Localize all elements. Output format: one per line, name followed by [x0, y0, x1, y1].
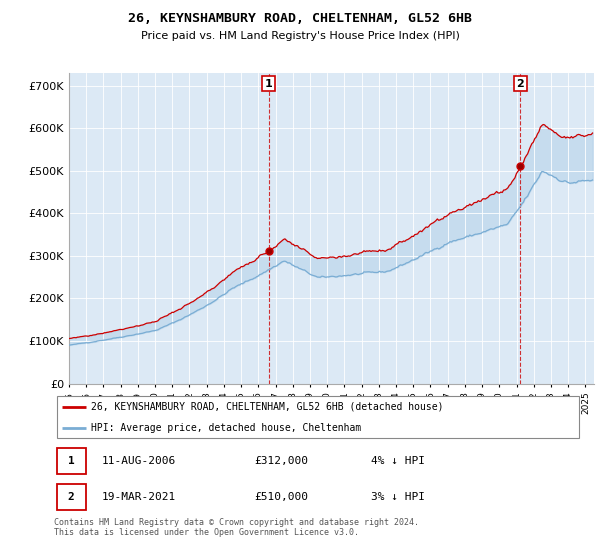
Text: 2: 2: [68, 492, 74, 502]
Text: 26, KEYNSHAMBURY ROAD, CHELTENHAM, GL52 6HB: 26, KEYNSHAMBURY ROAD, CHELTENHAM, GL52 …: [128, 12, 472, 25]
Text: Contains HM Land Registry data © Crown copyright and database right 2024.
This d: Contains HM Land Registry data © Crown c…: [54, 518, 419, 538]
FancyBboxPatch shape: [56, 484, 86, 510]
Text: 26, KEYNSHAMBURY ROAD, CHELTENHAM, GL52 6HB (detached house): 26, KEYNSHAMBURY ROAD, CHELTENHAM, GL52 …: [91, 402, 443, 412]
Text: Price paid vs. HM Land Registry's House Price Index (HPI): Price paid vs. HM Land Registry's House …: [140, 31, 460, 41]
Text: HPI: Average price, detached house, Cheltenham: HPI: Average price, detached house, Chel…: [91, 423, 361, 433]
Text: 1: 1: [68, 456, 74, 466]
Text: 2: 2: [516, 78, 524, 88]
FancyBboxPatch shape: [56, 395, 580, 438]
Text: 3% ↓ HPI: 3% ↓ HPI: [371, 492, 425, 502]
Text: 1: 1: [265, 78, 273, 88]
FancyBboxPatch shape: [56, 448, 86, 474]
Text: £510,000: £510,000: [254, 492, 308, 502]
Text: £312,000: £312,000: [254, 456, 308, 466]
Text: 11-AUG-2006: 11-AUG-2006: [101, 456, 176, 466]
Text: 19-MAR-2021: 19-MAR-2021: [101, 492, 176, 502]
Text: 4% ↓ HPI: 4% ↓ HPI: [371, 456, 425, 466]
